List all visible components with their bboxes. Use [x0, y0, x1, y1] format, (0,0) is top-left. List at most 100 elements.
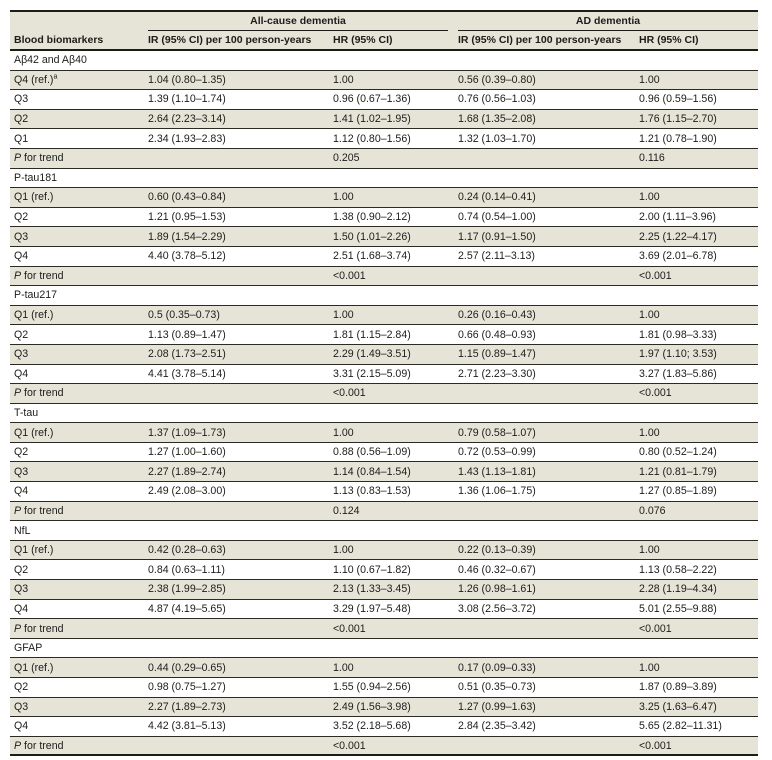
hr-ad-cell: 2.25 (1.22–4.17) — [639, 230, 717, 243]
p-trend-label: P for trend — [14, 622, 64, 635]
hr-all-cause-cell: 1.00 — [333, 191, 354, 204]
row-label: Q2 — [14, 681, 29, 694]
ir-ad-cell: 1.68 (1.35–2.08) — [458, 113, 536, 126]
ir-ad-cell: 0.79 (0.58–1.07) — [458, 426, 536, 439]
row-label: Q4 — [14, 485, 29, 498]
hr-ad-cell: 2.28 (1.19–4.34) — [639, 583, 717, 596]
table-row: Q1 (ref.) 0.5 (0.35–0.73) 1.00 0.26 (0.16–0… — [10, 305, 758, 326]
p-for-trend-row: P for trend <0.001 <0.001 — [10, 736, 758, 757]
row-label: Q2 — [14, 211, 29, 224]
section-title: P-tau217 — [14, 289, 57, 302]
hr-all-cause-cell: 2.13 (1.33–3.45) — [333, 583, 411, 596]
group-header-spacer — [10, 12, 148, 31]
ir-ad-cell: 1.43 (1.13–1.81) — [458, 465, 536, 478]
p-for-trend-row: P for trend 0.205 0.116 — [10, 148, 758, 169]
ir-all-cause-cell: 2.27 (1.89–2.74) — [148, 465, 226, 478]
hr-ad-cell: 5.01 (2.55–9.88) — [639, 602, 717, 615]
table-row: Q1 (ref.) 0.44 (0.29–0.65) 1.00 0.17 (0.09–… — [10, 658, 758, 678]
row-label: Q1 (ref.) — [14, 191, 54, 204]
ir-all-cause-cell: 0.44 (0.29–0.65) — [148, 661, 226, 674]
ir-all-cause-cell: 0.84 (0.63–1.11) — [148, 563, 225, 576]
table-row: Q3 2.27 (1.89–2.74) 1.14 (0.84–1.54) 1.43 (… — [10, 462, 758, 483]
hr-ad-cell: 1.00 — [639, 426, 660, 439]
p-trend-ad: 0.116 — [639, 152, 665, 165]
row-label: Q4 — [14, 367, 29, 380]
table-row: Q1 (ref.) 0.60 (0.43–0.84) 1.00 0.24 (0.14–… — [10, 188, 758, 208]
p-trend-ad: <0.001 — [639, 387, 672, 400]
table-row: Q3 1.39 (1.10–1.74) 0.96 (0.67–1.36) 0.76 (… — [10, 90, 758, 110]
table-row: Q1 (ref.) 1.37 (1.09–1.73) 1.00 0.79 (0.58–… — [10, 423, 758, 443]
hr-ad-cell: 5.65 (2.82–11.31) — [639, 720, 722, 733]
ir-all-cause-cell: 2.34 (1.93–2.83) — [148, 132, 226, 145]
ir-all-cause-cell: 4.42 (3.81–5.13) — [148, 720, 226, 733]
hr-all-cause-cell: 1.00 — [333, 309, 354, 322]
ir-all-cause-cell: 2.08 (1.73–2.51) — [148, 348, 226, 361]
ir-all-cause-cell: 1.21 (0.95–1.53) — [148, 211, 226, 224]
section-title: Aβ42 and Aβ40 — [14, 54, 87, 67]
hr-ad-cell: 1.27 (0.85–1.89) — [639, 485, 717, 498]
hr-ad-cell: 2.00 (1.11–3.96) — [639, 211, 716, 224]
ir-ad-cell: 1.26 (0.98–1.61) — [458, 583, 536, 596]
hr-all-cause-cell: 1.10 (0.67–1.82) — [333, 563, 411, 576]
row-label: Q3 — [14, 93, 29, 106]
p-trend-all-cause: <0.001 — [333, 387, 366, 400]
section-title: NfL — [14, 524, 31, 537]
ir-ad-cell: 0.51 (0.35–0.73) — [458, 681, 536, 694]
ir-ad-cell: 0.56 (0.39–0.80) — [458, 73, 536, 86]
p-trend-all-cause: 0.124 — [333, 504, 360, 517]
row-label: Q2 — [14, 113, 29, 126]
ir-ad-cell: 2.84 (2.35–3.42) — [458, 720, 536, 733]
ir-all-cause-cell: 4.41 (3.78–5.14) — [148, 367, 226, 380]
ir-ad-cell: 1.15 (0.89–1.47) — [458, 348, 536, 361]
row-label: Q1 (ref.) — [14, 426, 54, 439]
row-label: Q4 — [14, 602, 29, 615]
table-row: Q4 4.87 (4.19–5.65) 3.29 (1.97–5.48) 3.08 (… — [10, 599, 758, 620]
ir-ad-cell: 0.72 (0.53–0.99) — [458, 446, 536, 459]
table-row: Q3 1.89 (1.54–2.29) 1.50 (1.01–2.26) 1.17 (… — [10, 227, 758, 247]
ir-ad-cell: 3.08 (2.56–3.72) — [458, 602, 536, 615]
ir-all-cause-cell: 0.42 (0.28–0.63) — [148, 544, 226, 557]
column-header-hr-all-cause: HR (95% CI) — [333, 34, 393, 46]
table-row: Q3 2.08 (1.73–2.51) 2.29 (1.49–3.51) 1.15 (… — [10, 344, 758, 365]
hr-ad-cell: 1.00 — [639, 661, 660, 674]
row-label: Q1 (ref.) — [14, 309, 54, 322]
biomarker-table: All-cause dementia AD dementia Blood bio… — [10, 10, 758, 757]
section-title-row: GFAP — [10, 638, 758, 659]
hr-ad-cell: 1.00 — [639, 544, 660, 557]
table-row: Q4 2.49 (2.08–3.00) 1.13 (0.83–1.53) 1.36 (… — [10, 482, 758, 502]
table-row: Q2 2.64 (2.23–3.14) 1.41 (1.02–1.95) 1.68 (… — [10, 109, 758, 130]
hr-ad-cell: 1.81 (0.98–3.33) — [639, 328, 717, 341]
hr-all-cause-cell: 1.41 (1.02–1.95) — [333, 113, 411, 126]
hr-all-cause-cell: 1.14 (0.84–1.54) — [333, 465, 411, 478]
hr-ad-cell: 1.97 (1.10; 3.53) — [639, 348, 717, 361]
table-row: Q3 2.38 (1.99–2.85) 2.13 (1.33–3.45) 1.26 (… — [10, 580, 758, 600]
ir-ad-cell: 1.17 (0.91–1.50) — [458, 230, 536, 243]
row-label: Q4 — [14, 720, 29, 733]
p-for-trend-row: P for trend <0.001 <0.001 — [10, 384, 758, 404]
hr-ad-cell: 0.96 (0.59–1.56) — [639, 93, 717, 106]
row-label: Q4 — [14, 250, 29, 263]
hr-all-cause-cell: 1.00 — [333, 544, 354, 557]
hr-ad-cell: 3.25 (1.63–6.47) — [639, 700, 717, 713]
ir-all-cause-cell: 1.37 (1.09–1.73) — [148, 426, 226, 439]
hr-ad-cell: 1.00 — [639, 73, 660, 86]
table-row: Q4 4.41 (3.78–5.14) 3.31 (2.15–5.09) 2.71 (… — [10, 364, 758, 385]
hr-all-cause-cell: 1.81 (1.15–2.84) — [333, 328, 411, 341]
hr-ad-cell: 1.21 (0.81–1.79) — [639, 465, 717, 478]
section-title-row: P-tau217 — [10, 286, 758, 306]
table-row: Q1 2.34 (1.93–2.83) 1.12 (0.80–1.56) 1.32 (… — [10, 129, 758, 149]
ir-all-cause-cell: 1.13 (0.89–1.47) — [148, 328, 226, 341]
ir-ad-cell: 2.57 (2.11–3.13) — [458, 250, 535, 263]
section-title-row: NfL — [10, 521, 758, 541]
row-label: Q2 — [14, 446, 29, 459]
ir-all-cause-cell: 0.60 (0.43–0.84) — [148, 191, 226, 204]
hr-ad-cell: 1.87 (0.89–3.89) — [639, 681, 717, 694]
ir-all-cause-cell: 2.64 (2.23–3.14) — [148, 113, 226, 126]
ir-all-cause-cell: 2.27 (1.89–2.73) — [148, 700, 226, 713]
p-trend-all-cause: 0.205 — [333, 152, 360, 165]
row-label: Q3 — [14, 700, 29, 713]
ir-all-cause-cell: 1.89 (1.54–2.29) — [148, 230, 226, 243]
p-for-trend-row: P for trend <0.001 <0.001 — [10, 619, 758, 639]
row-label: Q3 — [14, 230, 29, 243]
hr-ad-cell: 3.27 (1.83–5.86) — [639, 367, 717, 380]
